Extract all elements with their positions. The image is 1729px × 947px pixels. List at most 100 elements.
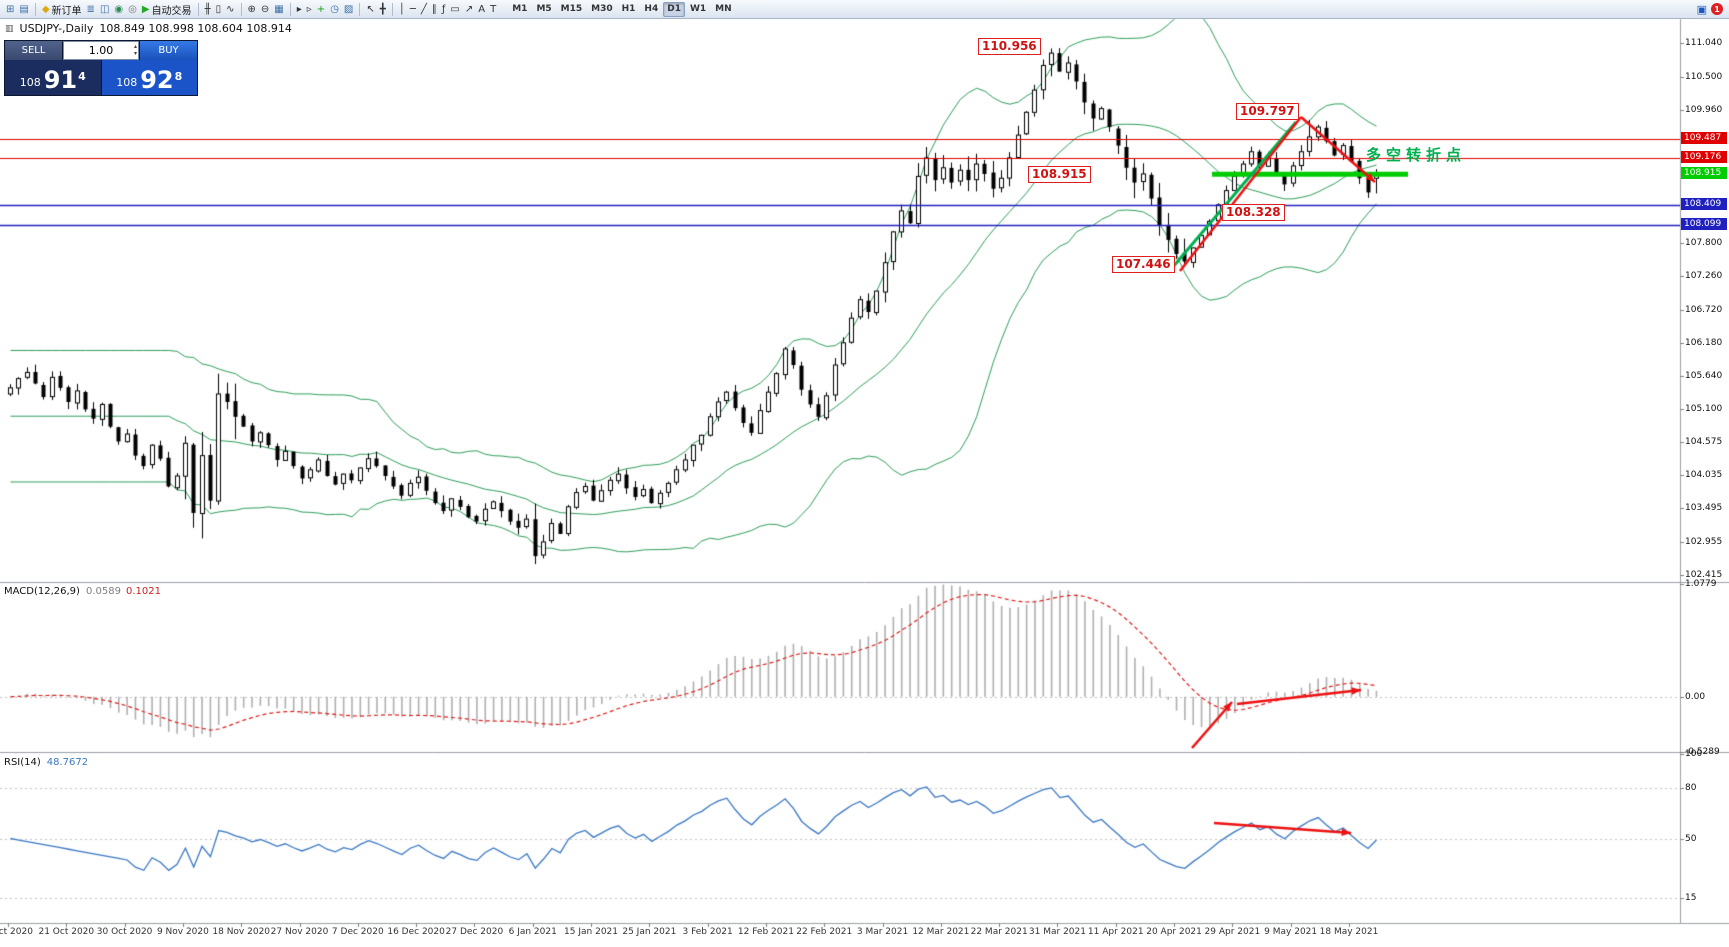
new-chart-icon: ⊞ [6,3,15,15]
macd-axis-label: 1.0779 [1685,579,1717,589]
vertical-line-button[interactable]: │ [397,1,407,18]
price-line-tag: 108.409 [1681,198,1727,211]
price-axis-label: 104.035 [1685,470,1723,481]
price-axis-label: 103.495 [1685,503,1723,514]
date-axis-label: 21 Oct 2020 [38,927,95,937]
notification-badge[interactable]: 1 [1711,3,1723,15]
one-click-price-row: 108 91 4 108 92 8 [5,60,197,95]
chart-line-icon: ∿ [226,3,235,15]
buy-price-handle: 108 [116,76,138,89]
cursor-icon: ↖ [366,3,375,15]
chart-candles-icon: ▯ [215,3,222,15]
horizontal-line-button[interactable]: ─ [408,1,418,18]
volume-up-button[interactable]: ▴ [133,43,137,50]
autotrading-label: 自动交易 [151,5,192,17]
price-line-tag: 109.176 [1681,151,1727,164]
crosshair-icon: ╋ [379,3,386,15]
terminal-button[interactable]: ◎ [126,1,139,18]
date-axis-label: 30 Oct 2020 [96,927,153,937]
toolbar: ⊞ ▤ ◆ 新订单 ≣ ◫ ◉ ◎ ▶ 自动交易 ╫ ▯ ∿ ⊕ ⊖ ▦ ▸ ▹ + ◷ ▨ ↖ ╋ │ ─ ╱ ∥ ƒ ▭ ↗ A T M1… [0,0,1729,19]
timeframe-h1-button[interactable]: H1 [621,3,636,14]
date-axis-label: 22 Feb 2021 [796,927,853,937]
chart-shift-button[interactable]: ▹ [305,1,314,18]
one-click-trading-panel: SELL 1.00 ▴ ▾ BUY 108 91 4 108 92 8 [4,40,198,96]
price-callout-label[interactable]: 110.956 [978,38,1041,55]
price-axis-label: 111.040 [1685,38,1723,49]
toolbar-separator [359,2,361,16]
timeframe-m15-button[interactable]: M15 [560,3,583,14]
crosshair-button[interactable]: ╋ [378,1,388,18]
sell-price-pips: 91 [43,66,78,94]
cursor-button[interactable]: ↖ [364,1,376,18]
price-callout-label[interactable]: 108.915 [1028,166,1091,183]
chart-symbol-period: USDJPY-,Daily [19,22,94,35]
chart-candles-button[interactable]: ▯ [214,1,224,18]
timeframe-m30-button[interactable]: M30 [591,3,613,14]
new-order-label: 新订单 [51,5,82,17]
buy-button[interactable]: BUY [139,41,197,60]
price-axis-label: 107.260 [1685,271,1723,282]
date-axis-label: 22 Mar 2021 [970,927,1028,937]
shapes-button[interactable]: ▭ [448,1,461,18]
timeframe-d1-button[interactable]: D1 [663,1,685,17]
buy-price-pips: 92 [140,66,174,94]
price-callout-label[interactable]: 109.797 [1236,103,1299,120]
toolbar-separator [391,2,393,16]
price-axis-label: 102.415 [1685,569,1723,580]
toolbar-separator [289,2,291,16]
tile-windows-button[interactable]: ▦ [272,1,285,18]
indicators-button[interactable]: + [315,1,327,18]
volume-value: 1.00 [88,44,114,57]
price-callout-label[interactable]: 108.328 [1222,204,1285,221]
text-label-button[interactable]: T [488,1,498,18]
timeframe-mn-button[interactable]: MN [715,3,732,14]
timeframe-m1-button[interactable]: M1 [512,3,528,14]
timeframe-h4-button[interactable]: H4 [644,3,659,14]
navigator-button[interactable]: ◉ [112,1,125,18]
timeframe-m5-button[interactable]: M5 [536,3,552,14]
sell-button[interactable]: SELL [5,41,63,60]
timeframe-w1-button[interactable]: W1 [689,3,707,14]
price-axis-label: 109.960 [1685,104,1723,115]
trendline-icon: ╱ [420,3,427,15]
date-axis-label: 18 Nov 2020 [212,927,271,937]
templates-button[interactable]: ▨ [342,1,355,18]
chart-bars-button[interactable]: ╫ [203,1,213,18]
chart-shift-icon: ▹ [306,3,312,15]
periods-button[interactable]: ◷ [328,1,341,18]
fibonacci-button[interactable]: ƒ [440,1,448,18]
volume-down-button[interactable]: ▾ [133,50,137,57]
auto-scroll-button[interactable]: ▸ [295,1,304,18]
profiles-button[interactable]: ▤ [17,1,30,18]
tile-windows-icon: ▦ [274,3,284,15]
date-axis-label: 7 Dec 2020 [331,927,384,937]
equidistant-channel-button[interactable]: ∥ [430,1,439,18]
text-icon: A [478,3,486,15]
text-button[interactable]: A [476,1,487,18]
one-click-top-row: SELL 1.00 ▴ ▾ BUY [5,41,197,60]
price-callout-label[interactable]: 107.446 [1112,256,1175,273]
rsi-name: RSI(14) [4,757,41,768]
zoom-in-button[interactable]: ⊕ [246,1,258,18]
arrows-tool-button[interactable]: ↗ [463,1,475,18]
zoom-out-button[interactable]: ⊖ [259,1,271,18]
price-axis-label: 105.100 [1685,404,1723,415]
date-axis-label: 20 Apr 2021 [1146,927,1202,937]
data-window-button[interactable]: ◫ [98,1,111,18]
new-chart-button[interactable]: ⊞ [4,1,16,18]
sell-price-button[interactable]: 108 91 4 [5,60,102,95]
volume-input[interactable]: 1.00 ▴ ▾ [63,41,139,60]
autotrading-button[interactable]: ▶ 自动交易 [140,1,194,18]
price-axis-label: 106.180 [1685,337,1723,348]
chart-line-button[interactable]: ∿ [224,1,236,18]
market-watch-button[interactable]: ≣ [85,1,97,18]
date-axis-label: 2 Oct 2020 [0,927,33,937]
buy-price-button[interactable]: 108 92 8 [101,60,197,95]
community-icon[interactable]: ▣ [1696,2,1707,16]
trendline-button[interactable]: ╱ [419,1,429,18]
bull-bear-turning-point-note[interactable]: 多空转折点 [1366,146,1467,164]
new-order-button[interactable]: ◆ 新订单 [40,1,84,18]
toolbar-right-group: ▣ 1 [1697,3,1725,16]
